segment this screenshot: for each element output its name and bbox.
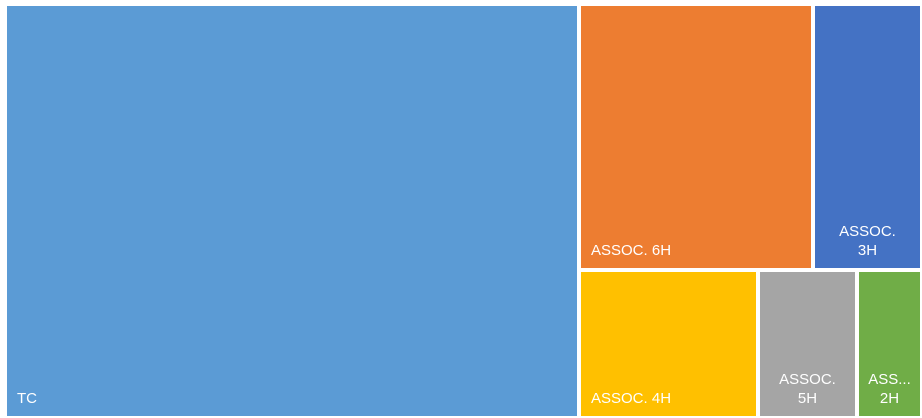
tile-label-assoc-2h: ASS... 2H bbox=[859, 370, 920, 408]
tile-assoc-6h: ASSOC. 6H bbox=[579, 4, 813, 270]
tile-assoc-5h: ASSOC. 5H bbox=[758, 270, 857, 418]
tile-label-assoc-5h: ASSOC. 5H bbox=[760, 370, 855, 408]
tile-tc: TC bbox=[5, 4, 579, 418]
tile-assoc-3h: ASSOC. 3H bbox=[813, 4, 922, 270]
tile-label-assoc-6h: ASSOC. 6H bbox=[591, 241, 671, 260]
tile-assoc-2h: ASS... 2H bbox=[857, 270, 922, 418]
tile-assoc-4h: ASSOC. 4H bbox=[579, 270, 758, 418]
tile-label-assoc-3h: ASSOC. 3H bbox=[815, 222, 920, 260]
tile-label-assoc-4h: ASSOC. 4H bbox=[591, 389, 671, 408]
tile-label-tc: TC bbox=[17, 389, 37, 408]
